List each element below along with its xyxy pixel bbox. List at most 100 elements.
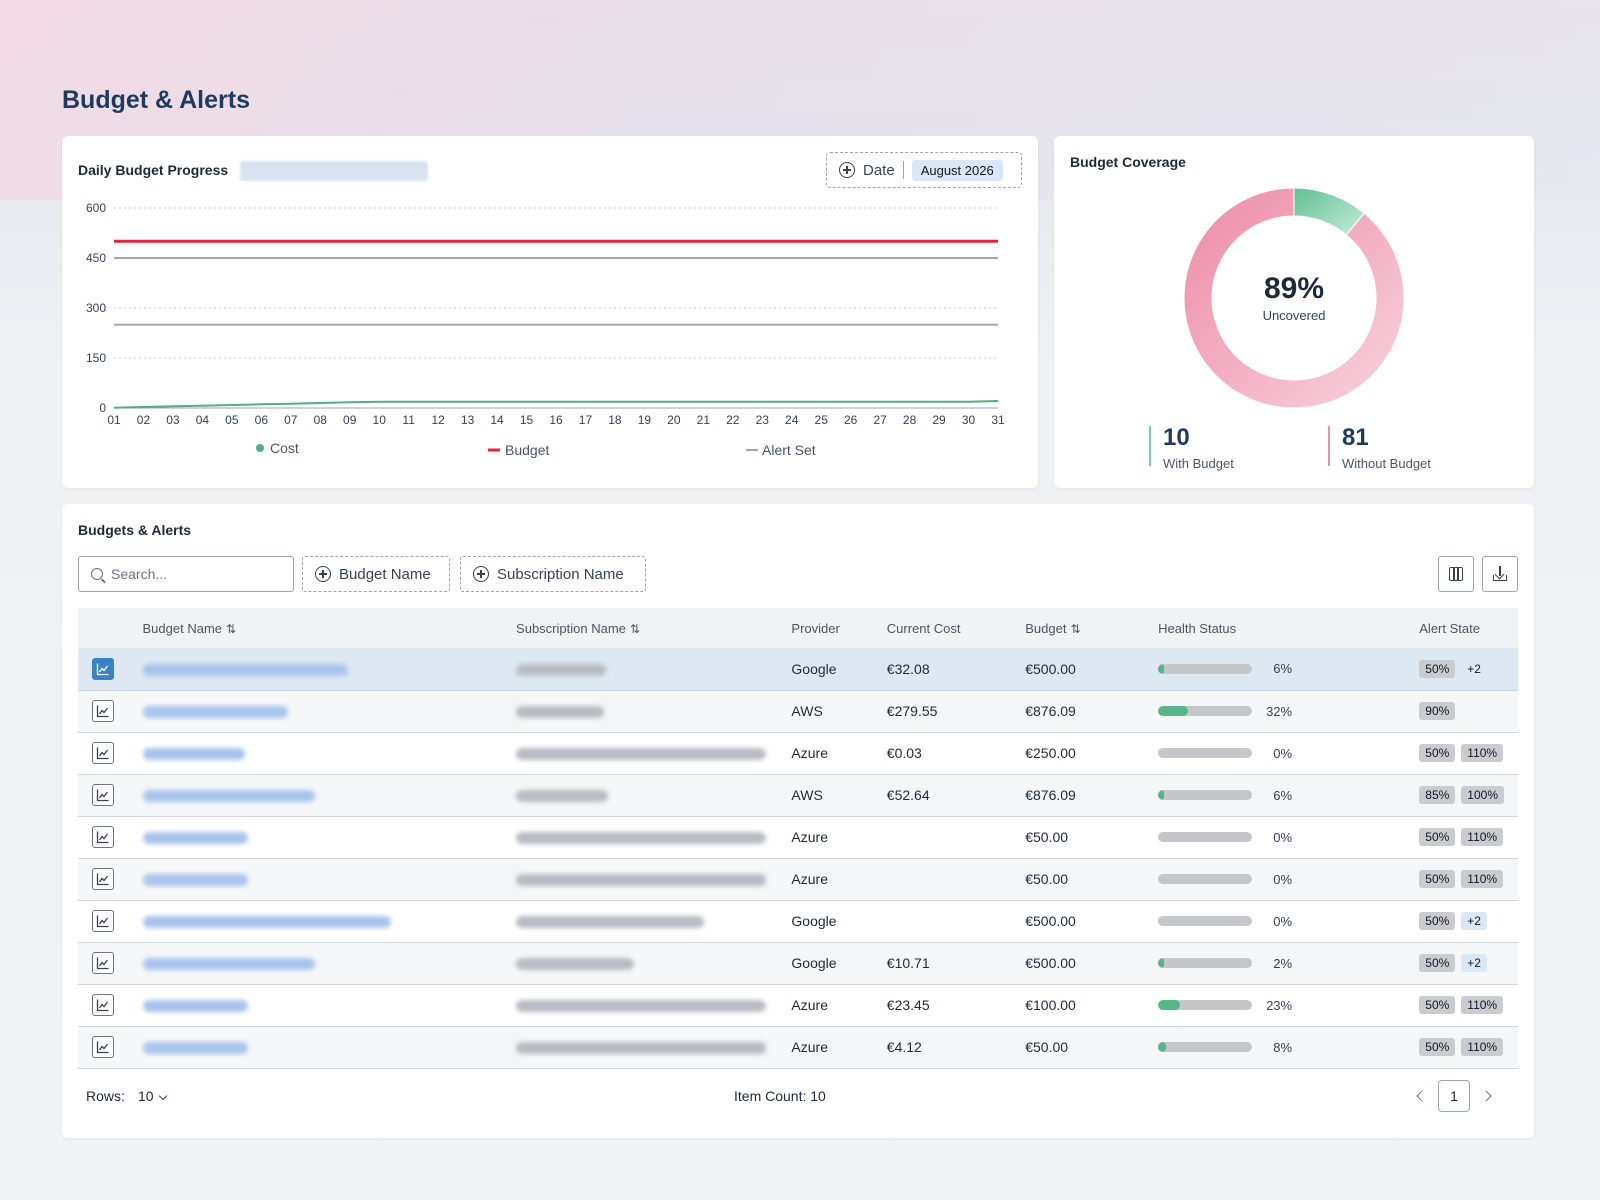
view-chart-button[interactable] xyxy=(92,952,114,974)
more-alerts-tag[interactable]: +2 xyxy=(1461,954,1487,972)
current-cost-cell: €4.12 xyxy=(886,1039,922,1055)
budget-name-link[interactable] xyxy=(142,832,248,845)
health-progress-bar xyxy=(1158,874,1253,884)
alert-state-cell: 50% +2 xyxy=(1411,900,1518,942)
chevron-down-icon xyxy=(158,1091,167,1101)
more-alerts-tag[interactable]: +2 xyxy=(1467,661,1481,676)
budget-name-link[interactable] xyxy=(142,958,315,971)
health-progress-bar xyxy=(1158,916,1253,926)
budget-name-link[interactable] xyxy=(142,1042,248,1055)
alert-threshold-tag: 110% xyxy=(1461,1038,1504,1056)
table-row[interactable]: Azure €50.00 0% 50% 110% xyxy=(78,816,1518,858)
table-row[interactable]: AWS €279.55 €876.09 32% 90% xyxy=(78,690,1518,732)
alert-threshold-tag: 85% xyxy=(1419,786,1456,804)
view-chart-button[interactable] xyxy=(92,700,114,722)
view-chart-button[interactable] xyxy=(92,742,114,764)
page-number-button[interactable]: 1 xyxy=(1438,1080,1470,1112)
budget-name-link[interactable] xyxy=(142,706,288,719)
legend-cost-label: Cost xyxy=(270,440,299,456)
search-box[interactable] xyxy=(78,556,294,592)
table-row[interactable]: Azure €23.45 €100.00 23% 50% 110% xyxy=(78,984,1518,1026)
x-tick-label: 23 xyxy=(756,413,770,427)
health-progress-fill xyxy=(1158,706,1189,716)
view-chart-button[interactable] xyxy=(92,994,114,1016)
table-row[interactable]: Azure €0.03 €250.00 0% 50% 110% xyxy=(78,732,1518,774)
table-row[interactable]: Google €32.08 €500.00 6% 50% +2 xyxy=(78,648,1518,690)
subscription-name xyxy=(516,664,607,677)
download-button[interactable] xyxy=(1482,556,1518,592)
line-chart-icon xyxy=(96,873,109,886)
x-tick-label: 15 xyxy=(520,413,534,427)
budget-name-link[interactable] xyxy=(142,916,391,929)
table-row[interactable]: Azure €50.00 0% 50% 110% xyxy=(78,858,1518,900)
budget-name-link[interactable] xyxy=(142,748,245,761)
header-budget[interactable]: Budget ⇅ xyxy=(1025,620,1081,636)
columns-button[interactable] xyxy=(1438,556,1474,592)
view-chart-button[interactable] xyxy=(92,1036,114,1058)
view-chart-button[interactable] xyxy=(92,868,114,890)
without-budget-label: Without Budget xyxy=(1342,456,1431,471)
budget-name-link[interactable] xyxy=(142,664,348,677)
rows-label: Rows: xyxy=(86,1088,125,1104)
health-progress-fill xyxy=(1158,790,1164,800)
y-tick-label: 450 xyxy=(86,251,106,265)
date-filter-button[interactable]: Date August 2026 xyxy=(826,152,1022,188)
line-chart-icon xyxy=(96,831,109,844)
current-cost-cell: €23.45 xyxy=(886,997,930,1013)
table-row[interactable]: AWS €52.64 €876.09 6% 85% 100% xyxy=(78,774,1518,816)
budgets-table-card: Budgets & Alerts Budget Name Subscriptio… xyxy=(62,504,1534,1138)
more-alerts-tag[interactable]: +2 xyxy=(1461,912,1487,930)
current-cost-cell: €32.08 xyxy=(886,660,930,677)
health-status-cell: 0% xyxy=(1150,858,1411,900)
x-tick-label: 01 xyxy=(107,413,121,427)
health-status-cell: 6% xyxy=(1150,774,1411,816)
donut-covered-arc xyxy=(1293,187,1365,236)
x-tick-label: 31 xyxy=(991,413,1005,427)
view-chart-button[interactable] xyxy=(92,826,114,848)
budget-name-link[interactable] xyxy=(142,1000,248,1013)
rows-per-page-select[interactable]: 10 xyxy=(138,1088,167,1104)
budget-cell: €50.00 xyxy=(1025,871,1069,887)
legend-budget-label: Budget xyxy=(505,442,549,458)
sort-icon: ⇅ xyxy=(1070,621,1081,636)
view-chart-button[interactable] xyxy=(92,657,114,680)
coverage-title: Budget Coverage xyxy=(1070,154,1186,170)
view-chart-button[interactable] xyxy=(92,784,114,806)
table-row[interactable]: Google €10.71 €500.00 2% 50% +2 xyxy=(78,942,1518,984)
budget-name-link[interactable] xyxy=(142,874,248,887)
table-row[interactable]: Azure €4.12 €50.00 8% 50% 110% xyxy=(78,1026,1518,1068)
provider-cell: AWS xyxy=(791,703,823,719)
alert-threshold-tag: 50% xyxy=(1419,912,1456,930)
header-subscription-name[interactable]: Subscription Name ⇅ xyxy=(516,620,640,636)
chevron-right-icon[interactable] xyxy=(1480,1090,1492,1102)
search-input[interactable] xyxy=(111,566,281,582)
chevron-left-icon[interactable] xyxy=(1416,1090,1428,1102)
search-icon xyxy=(91,568,103,580)
provider-cell: Google xyxy=(791,660,837,677)
subscription-name-filter[interactable]: Subscription Name xyxy=(460,556,646,592)
health-status-cell: 8% xyxy=(1150,1026,1411,1068)
view-chart-button[interactable] xyxy=(92,910,114,932)
budget-name-link[interactable] xyxy=(142,790,315,803)
provider-cell: Google xyxy=(791,955,837,971)
alert-threshold-tag: 50% xyxy=(1419,744,1456,762)
table-row[interactable]: Google €500.00 0% 50% +2 xyxy=(78,900,1518,942)
health-status-cell: 2% xyxy=(1150,942,1411,984)
header-budget-name[interactable]: Budget Name ⇅ xyxy=(142,620,237,636)
budget-name-filter[interactable]: Budget Name xyxy=(302,556,450,592)
x-tick-label: 19 xyxy=(638,413,652,427)
alert-threshold-tag: 50% xyxy=(1419,1038,1456,1056)
sort-icon: ⇅ xyxy=(629,621,640,636)
x-tick-label: 26 xyxy=(844,413,858,427)
x-tick-label: 20 xyxy=(667,413,681,427)
plus-circle-icon xyxy=(473,566,489,582)
provider-cell: AWS xyxy=(791,787,823,803)
health-progress-bar xyxy=(1158,790,1253,800)
provider-cell: Azure xyxy=(791,997,828,1013)
download-icon xyxy=(1492,566,1508,582)
plus-circle-icon xyxy=(315,566,331,582)
health-progress-bar xyxy=(1158,706,1253,716)
alert-state-cell: 50% 110% xyxy=(1411,858,1518,900)
health-status-cell: 6% xyxy=(1150,648,1411,690)
budget-cell: €250.00 xyxy=(1025,745,1076,761)
